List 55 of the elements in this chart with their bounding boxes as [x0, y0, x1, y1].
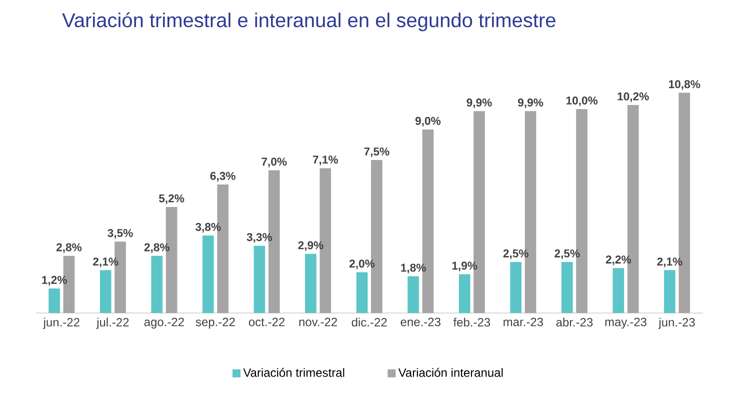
bar: [612, 268, 624, 313]
x-tick-label: ago.-22: [144, 318, 184, 329]
data-label: 2,2%: [606, 256, 632, 266]
bar: [510, 262, 522, 313]
x-tick-label: jun.-22: [43, 318, 80, 329]
data-label: 2,5%: [554, 249, 580, 260]
data-label: 1,9%: [452, 262, 478, 272]
data-label: 10,2%: [618, 92, 649, 102]
x-tick-label: mar.-23: [504, 318, 543, 326]
data-label: 7,0%: [262, 158, 287, 168]
x-tick-label: abr.-23: [556, 318, 593, 327]
bar: [356, 272, 368, 313]
bar: [202, 236, 214, 313]
bar: [151, 256, 163, 313]
x-tick-label: jul.-22: [96, 318, 129, 329]
data-label: 10,0%: [566, 96, 598, 106]
bar: [305, 254, 316, 313]
x-tick-label: oct.-22: [248, 318, 285, 326]
data-label: 2,5%: [503, 249, 528, 260]
data-label: 3,3%: [246, 233, 272, 243]
data-label: 9,0%: [415, 116, 441, 127]
chart-title: Variación trimestral e interanual en el segundo trimestre: [62, 12, 556, 32]
x-tick-label: ene.-23: [400, 318, 440, 326]
x-tick-label: dic.-22: [352, 318, 387, 327]
legend-label: Variación interanual: [398, 368, 503, 377]
legend-label: Variación trimestral: [243, 368, 344, 377]
data-label: 2,0%: [349, 260, 375, 270]
x-tick-label: jun.-23: [658, 318, 695, 329]
data-label: 9,9%: [518, 98, 544, 108]
data-label: 2,8%: [144, 243, 170, 253]
x-tick-label: sep.-22: [196, 318, 235, 329]
data-label: 2,1%: [93, 258, 118, 268]
data-label: 1,2%: [42, 276, 67, 286]
data-label: 9,9%: [466, 98, 492, 108]
data-label: 7,1%: [312, 156, 338, 166]
data-label: 2,1%: [657, 258, 682, 268]
x-tick-label: nov.-22: [299, 318, 338, 326]
data-label: 10,8%: [669, 80, 700, 90]
data-label: 3,5%: [108, 229, 133, 239]
x-tick-label: may.-23: [605, 318, 646, 329]
data-label: 1,8%: [401, 264, 426, 274]
bar: [458, 274, 470, 313]
data-label: 2,8%: [56, 243, 82, 253]
data-label: 5,2%: [158, 194, 184, 204]
data-label: 2,9%: [298, 241, 324, 251]
bar: [48, 288, 60, 313]
bar: [561, 262, 573, 313]
data-label: 3,8%: [195, 222, 221, 233]
x-tick-label: feb.-23: [453, 318, 490, 327]
data-label: 6,3%: [210, 172, 236, 182]
bar: [100, 270, 112, 313]
bar: [664, 270, 676, 313]
bar: [254, 246, 266, 313]
data-label: 7,5%: [364, 147, 390, 158]
bar: [408, 276, 419, 313]
